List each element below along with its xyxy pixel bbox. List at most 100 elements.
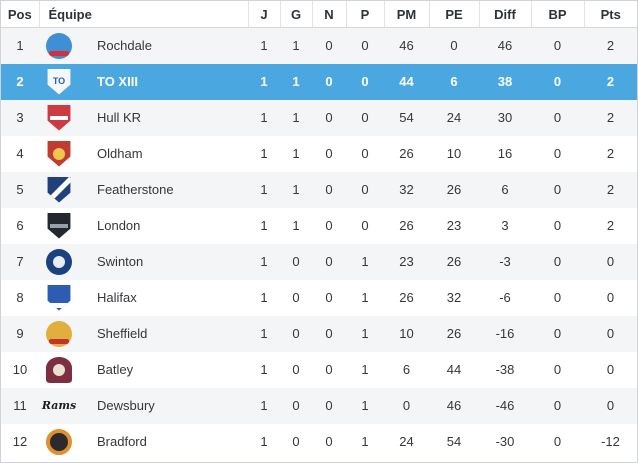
stat-diff: -6 [479, 279, 531, 316]
batley-bulldogs-badge-icon [46, 356, 72, 383]
stat-points: 0 [584, 387, 637, 424]
stat-points-for: 6 [384, 351, 429, 388]
table-row[interactable]: 7 Swinton 1 0 0 1 23 26 -3 0 0 [1, 243, 637, 280]
stat-drawn: 0 [312, 27, 346, 64]
dewsbury-rams-badge-icon: Rams [41, 399, 77, 412]
team-cell: Featherstone [39, 171, 248, 208]
team-name: Dewsbury [97, 398, 155, 413]
stat-points: 2 [584, 207, 637, 244]
stat-drawn: 0 [312, 423, 346, 460]
table-row[interactable]: 10 Batley 1 0 0 1 6 44 -38 0 0 [1, 351, 637, 388]
stat-points-against: 24 [429, 99, 479, 136]
stat-bonus-points: 0 [531, 99, 584, 136]
stat-points-for: 26 [384, 279, 429, 316]
sheffield-eagles-badge-icon [46, 320, 72, 347]
stat-played: 1 [248, 279, 280, 316]
stat-played: 1 [248, 207, 280, 244]
table-row[interactable]: 2 TO TO XIII 1 1 0 0 44 6 38 0 2 [1, 63, 637, 100]
stat-bonus-points: 0 [531, 351, 584, 388]
stat-bonus-points: 0 [531, 63, 584, 100]
stat-points-for: 26 [384, 207, 429, 244]
stat-points-for: 54 [384, 99, 429, 136]
stat-lost: 0 [346, 171, 384, 208]
stat-bonus-points: 0 [531, 279, 584, 316]
stat-bonus-points: 0 [531, 387, 584, 424]
stat-diff: -46 [479, 387, 531, 424]
table-row[interactable]: 6 London 1 1 0 0 26 23 3 0 2 [1, 207, 637, 244]
stat-played: 1 [248, 171, 280, 208]
stat-points-for: 23 [384, 243, 429, 280]
table-row[interactable]: 4 Oldham 1 1 0 0 26 10 16 0 2 [1, 135, 637, 172]
team-name: Batley [97, 362, 134, 377]
table-row[interactable]: 3 Hull KR 1 1 0 0 54 24 30 0 2 [1, 99, 637, 136]
team-name: TO XIII [97, 74, 138, 89]
team-name: Rochdale [97, 38, 152, 54]
stat-diff: -30 [479, 423, 531, 460]
stat-lost: 0 [346, 99, 384, 136]
col-header-pe: PE [429, 1, 480, 28]
team-position: 12 [1, 423, 39, 460]
bradford-bulls-badge-icon [46, 428, 72, 455]
table-row[interactable]: 12 Bradford 1 0 0 1 24 54 -30 0 -12 [1, 423, 637, 460]
stat-bonus-points: 0 [531, 423, 584, 460]
stat-drawn: 0 [312, 243, 346, 280]
table-row[interactable]: 5 Featherstone 1 1 0 0 32 26 6 0 2 [1, 171, 637, 208]
stat-played: 1 [248, 387, 280, 424]
hull-kr-badge-icon [47, 104, 71, 131]
team-cell: Bradford [39, 423, 248, 460]
stat-lost: 1 [346, 387, 384, 424]
stat-won: 0 [280, 243, 312, 280]
stat-points-for: 44 [384, 63, 429, 100]
stat-lost: 0 [346, 207, 384, 244]
toulouse-olympique-badge-icon: TO [47, 68, 71, 95]
team-name: Oldham [97, 146, 143, 161]
stat-drawn: 0 [312, 171, 346, 208]
stat-lost: 1 [346, 423, 384, 460]
team-cell: TO TO XIII [39, 63, 248, 100]
team-position: 6 [1, 207, 39, 244]
team-position: 8 [1, 279, 39, 316]
table-body: 1 Rochdale 1 1 0 0 46 0 46 0 2 2 TO [1, 27, 637, 460]
stat-points-for: 46 [384, 27, 429, 64]
team-cell: Sheffield [39, 315, 248, 352]
stat-lost: 1 [346, 243, 384, 280]
stat-diff: 6 [479, 171, 531, 208]
stat-points: 0 [584, 279, 637, 316]
halifax-badge-icon [47, 284, 71, 311]
table-row[interactable]: 8 Halifax 1 0 0 1 26 32 -6 0 0 [1, 279, 637, 316]
stat-diff: -38 [479, 351, 531, 388]
team-position: 4 [1, 135, 39, 172]
table-header-row: Pos Équipe J G N P PM PE Diff BP Pts [1, 1, 637, 28]
stat-points-against: 44 [429, 351, 479, 388]
stat-drawn: 0 [312, 135, 346, 172]
team-position: 11 [1, 387, 39, 424]
col-header-j: J [248, 1, 281, 28]
team-cell: London [39, 207, 248, 244]
table-row[interactable]: 9 Sheffield 1 0 0 1 10 26 -16 0 0 [1, 315, 637, 352]
stat-bonus-points: 0 [531, 135, 584, 172]
stat-lost: 0 [346, 63, 384, 100]
stat-won: 1 [280, 27, 312, 64]
london-broncos-badge-icon [47, 212, 71, 239]
stat-won: 1 [280, 63, 312, 100]
swinton-lions-badge-icon [46, 248, 72, 275]
team-cell: Rams Dewsbury [39, 387, 248, 424]
stat-played: 1 [248, 99, 280, 136]
stat-points-against: 0 [429, 27, 479, 64]
table-row[interactable]: 1 Rochdale 1 1 0 0 46 0 46 0 2 [1, 27, 637, 64]
stat-won: 1 [280, 135, 312, 172]
stat-points-for: 32 [384, 171, 429, 208]
team-cell: Batley [39, 351, 248, 388]
stat-points-against: 10 [429, 135, 479, 172]
stat-points-against: 54 [429, 423, 479, 460]
stat-bonus-points: 0 [531, 171, 584, 208]
stat-bonus-points: 0 [531, 315, 584, 352]
table-row[interactable]: 11 Rams Dewsbury 1 0 0 1 0 46 -46 0 0 [1, 387, 637, 424]
team-position: 7 [1, 243, 39, 280]
stat-points: 0 [584, 351, 637, 388]
stat-won: 0 [280, 423, 312, 460]
team-position: 9 [1, 315, 39, 352]
stat-drawn: 0 [312, 207, 346, 244]
team-position: 10 [1, 351, 39, 388]
